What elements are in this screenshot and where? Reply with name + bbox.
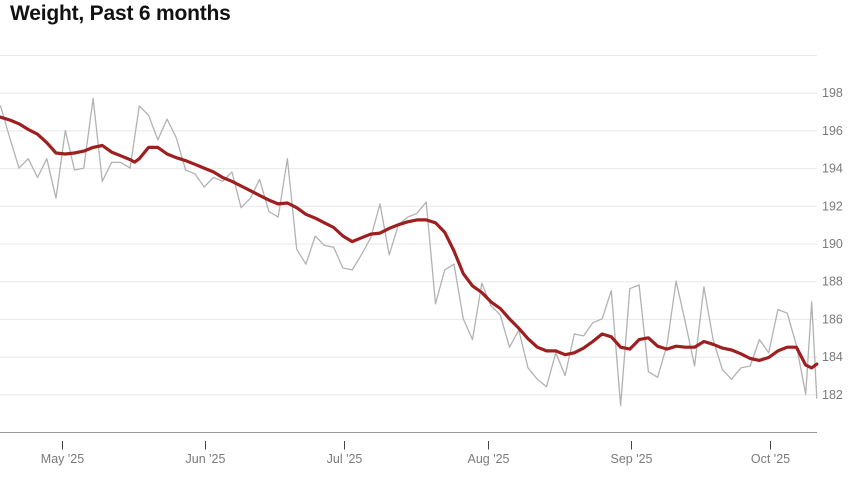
series-group [0, 97, 819, 407]
x-tick-label: Jun '25 [186, 452, 226, 466]
y-tick-label: 198 [822, 86, 843, 100]
y-tick-label: 182 [822, 388, 843, 402]
y-tick-label: 194 [822, 162, 843, 176]
x-tick-label: Aug '25 [467, 452, 509, 466]
y-tick-label: 196 [822, 124, 843, 138]
x-tick-label: Oct '25 [751, 452, 790, 466]
y-tick-label: 188 [822, 275, 843, 289]
trend-line [0, 115, 819, 370]
daily-weight-line [0, 97, 818, 407]
y-axis-group: 182 184 186 188 190 192 194 196 198 [822, 86, 843, 402]
x-tick-label: Jul '25 [327, 452, 363, 466]
x-tick-label: May '25 [41, 452, 84, 466]
chart-title: Weight, Past 6 months [10, 2, 231, 25]
x-axis-group: May '25 Jun '25 Jul '25 Aug '25 Sep '25 Oct '… [0, 432, 817, 466]
gridlines-group [0, 55, 817, 396]
y-tick-label: 190 [822, 237, 843, 251]
y-tick-label: 184 [822, 350, 843, 364]
y-tick-label: 186 [822, 312, 843, 326]
y-tick-label: 192 [822, 199, 843, 213]
chart-plot-area[interactable] [0, 55, 817, 433]
x-tick-label: Sep '25 [610, 452, 652, 466]
